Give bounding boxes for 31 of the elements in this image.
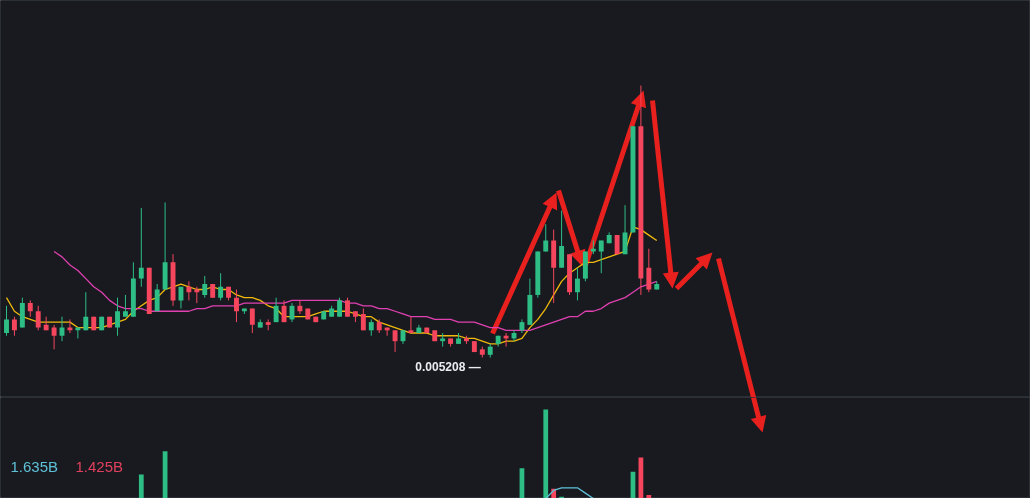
candlestick [337,297,343,318]
candlestick [154,283,160,312]
candlestick [234,289,239,323]
annotation: 1.635B [10,457,59,475]
candlestick [598,240,604,274]
candlestick [297,299,303,315]
bar [543,409,549,498]
candlestick [35,305,41,331]
candlestick [559,210,565,269]
bar [646,494,652,498]
candlestick [186,280,192,301]
candlestick [115,297,120,337]
candlestick [646,248,652,293]
candlestick [408,316,414,334]
candlestick [345,297,350,318]
candlestick [51,324,57,350]
candlestick [4,305,9,337]
candlestick [83,291,89,331]
candlestick [392,329,398,353]
candlestick [543,223,549,252]
bar [138,474,144,498]
candlestick [202,275,208,299]
candlestick [11,316,17,337]
candlestick [122,294,128,318]
candlestick [218,272,224,301]
text: 0.005208 — [415,359,481,374]
annotation: 1.425B [75,457,124,475]
candlestick [138,207,144,288]
candlestick [575,267,580,301]
candlestick [249,308,255,334]
candlestick [273,297,279,323]
